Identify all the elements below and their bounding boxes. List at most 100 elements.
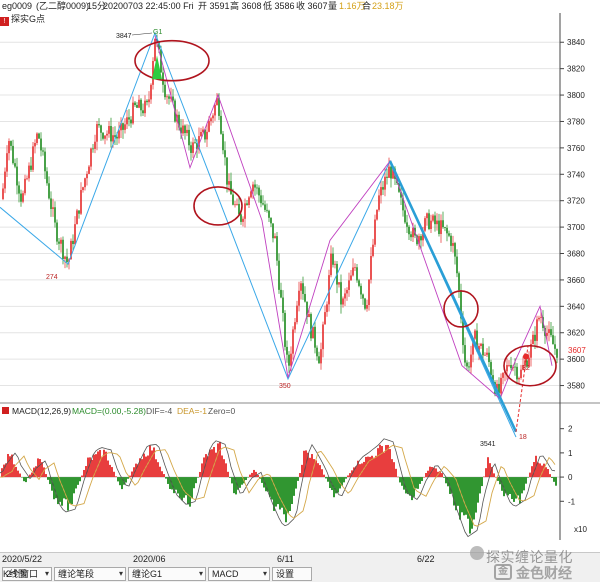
macd-bar: [371, 455, 373, 478]
tab-kline[interactable]: K线图: [3, 569, 28, 579]
period-label: 15分: [87, 1, 107, 11]
candle-body: [426, 213, 428, 219]
candle-body: [486, 352, 488, 355]
candle-body: [48, 183, 50, 199]
macd-value: MACD=(0.00,-5.28): [72, 406, 146, 416]
macd-bar: [479, 477, 481, 494]
candle-body: [476, 330, 478, 352]
candle-body: [224, 150, 226, 158]
macd-bar: [527, 477, 529, 478]
candle-body: [40, 138, 42, 151]
macd-bar: [5, 463, 7, 478]
candle-body: [196, 142, 198, 150]
candle-body: [18, 185, 20, 194]
watermark-channel: 探实缠论量化: [486, 549, 573, 565]
signal-tag-label: 32: [522, 365, 530, 372]
macd-bar: [465, 477, 467, 515]
chevron-down-icon[interactable]: ▾: [118, 569, 123, 578]
macd-bar: [147, 455, 149, 478]
macd-bar: [521, 477, 523, 494]
signal-dot: [523, 353, 529, 360]
candle-body: [50, 198, 52, 209]
candle-body: [198, 136, 200, 150]
candle-body: [276, 236, 278, 261]
candle-body: [312, 326, 314, 339]
candle-body: [324, 312, 326, 325]
strategy-label[interactable]: ! 探实G点: [0, 13, 45, 26]
macd-bar: [531, 466, 533, 478]
macd-bar: [233, 477, 235, 494]
candle-body: [354, 267, 356, 269]
macd-bar: [541, 465, 543, 478]
candle-body: [184, 125, 186, 134]
candle-body: [308, 314, 310, 318]
candle-body: [130, 119, 132, 124]
macd-bar: [349, 473, 351, 478]
macd-bar: [337, 477, 339, 493]
macd-bar: [415, 477, 417, 489]
candle-body: [392, 168, 394, 179]
candle-body: [26, 178, 28, 180]
macd-bar: [11, 454, 13, 478]
macd-bar: [101, 457, 103, 478]
tab-macd[interactable]: MACD ▾: [208, 567, 270, 581]
chevron-down-icon[interactable]: ▾: [44, 569, 49, 578]
macd-bar: [239, 477, 241, 488]
chevron-down-icon[interactable]: ▾: [198, 569, 203, 578]
candle-body: [446, 227, 448, 234]
tab-window-count[interactable]: 2个窗口 ▾: [2, 567, 52, 581]
candle-body: [420, 236, 422, 241]
macd-bar: [187, 477, 189, 505]
candle-body: [2, 188, 4, 200]
chevron-down-icon[interactable]: ▾: [262, 569, 267, 578]
chart-canvas[interactable]: 2 1 0 -1 x10 MACD(12,26,9) MACD=(0.00,-5.28) DI…: [0, 0, 600, 552]
macd-bar: [431, 467, 433, 478]
candle-body: [546, 332, 548, 336]
candle-body: [38, 133, 40, 139]
candle-body: [278, 260, 280, 290]
candle-body: [502, 373, 504, 378]
candle-body: [190, 145, 192, 153]
candle-body: [492, 375, 494, 383]
macd-bar: [65, 477, 67, 500]
candle-body: [326, 304, 328, 313]
macd-flag-icon: [2, 407, 9, 414]
tab-chan-g1[interactable]: 缠论G1 ▾: [128, 567, 206, 581]
candle-body: [508, 364, 510, 366]
candle-body: [442, 220, 444, 228]
macd-bar: [355, 466, 357, 478]
macd-bar: [151, 450, 153, 478]
macd-bar: [553, 477, 555, 482]
tab-chan-bi-duan[interactable]: 缠论笔段 ▾: [54, 567, 126, 581]
macd-bar: [363, 461, 365, 478]
candle-body: [522, 365, 524, 370]
candle-body: [472, 338, 474, 355]
macd-bar: [113, 471, 115, 478]
candle-body: [266, 209, 268, 211]
macd-bar: [329, 477, 331, 489]
macd-bar: [407, 477, 409, 495]
macd-bar: [153, 447, 155, 478]
macd-bar: [3, 464, 5, 478]
candle-body: [534, 334, 536, 341]
candle-body: [200, 132, 202, 137]
macd-bar: [517, 477, 519, 496]
candle-body: [498, 383, 500, 394]
macd-bar: [497, 477, 499, 481]
macd-bar: [41, 462, 43, 478]
macd-bar: [177, 477, 179, 494]
macd-bar: [547, 468, 549, 478]
candle-body: [462, 318, 464, 346]
candle-body: [150, 84, 152, 100]
macd-bar: [411, 477, 413, 501]
tab-settings[interactable]: 设置: [272, 567, 312, 581]
candle-body: [156, 38, 158, 42]
candle-body: [212, 115, 214, 119]
candle-body: [538, 317, 540, 320]
wave-line-cyan: [0, 31, 517, 438]
macd-bar: [199, 471, 201, 478]
highlight-circle: [503, 344, 557, 387]
candle-body: [410, 234, 412, 238]
candle-body: [64, 256, 66, 259]
candle-body: [552, 335, 554, 345]
